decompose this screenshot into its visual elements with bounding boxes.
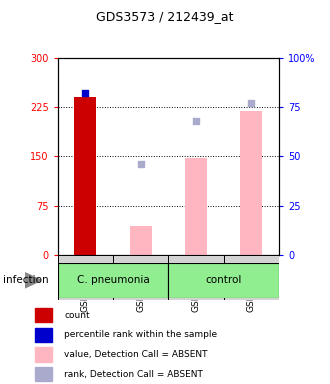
Bar xyxy=(58,255,113,300)
Bar xyxy=(168,263,279,298)
Bar xyxy=(74,97,96,255)
Text: count: count xyxy=(64,311,90,319)
Bar xyxy=(185,159,207,255)
Point xyxy=(248,100,254,106)
Bar xyxy=(58,263,168,298)
Point xyxy=(193,118,199,124)
Polygon shape xyxy=(25,273,41,288)
Bar xyxy=(130,226,152,255)
Bar xyxy=(168,255,224,300)
Point xyxy=(138,161,143,167)
Bar xyxy=(113,255,168,300)
Text: GDS3573 / 212439_at: GDS3573 / 212439_at xyxy=(96,10,234,23)
Point xyxy=(83,90,88,96)
Text: C. pneumonia: C. pneumonia xyxy=(77,275,149,285)
Bar xyxy=(223,255,279,300)
Text: infection: infection xyxy=(3,275,49,285)
Bar xyxy=(35,308,52,322)
Text: percentile rank within the sample: percentile rank within the sample xyxy=(64,330,217,339)
Text: control: control xyxy=(205,275,242,285)
Text: value, Detection Call = ABSENT: value, Detection Call = ABSENT xyxy=(64,350,208,359)
Bar xyxy=(35,367,52,381)
Bar xyxy=(35,348,52,362)
Bar xyxy=(240,111,262,255)
Text: rank, Detection Call = ABSENT: rank, Detection Call = ABSENT xyxy=(64,370,203,379)
Bar xyxy=(35,328,52,342)
